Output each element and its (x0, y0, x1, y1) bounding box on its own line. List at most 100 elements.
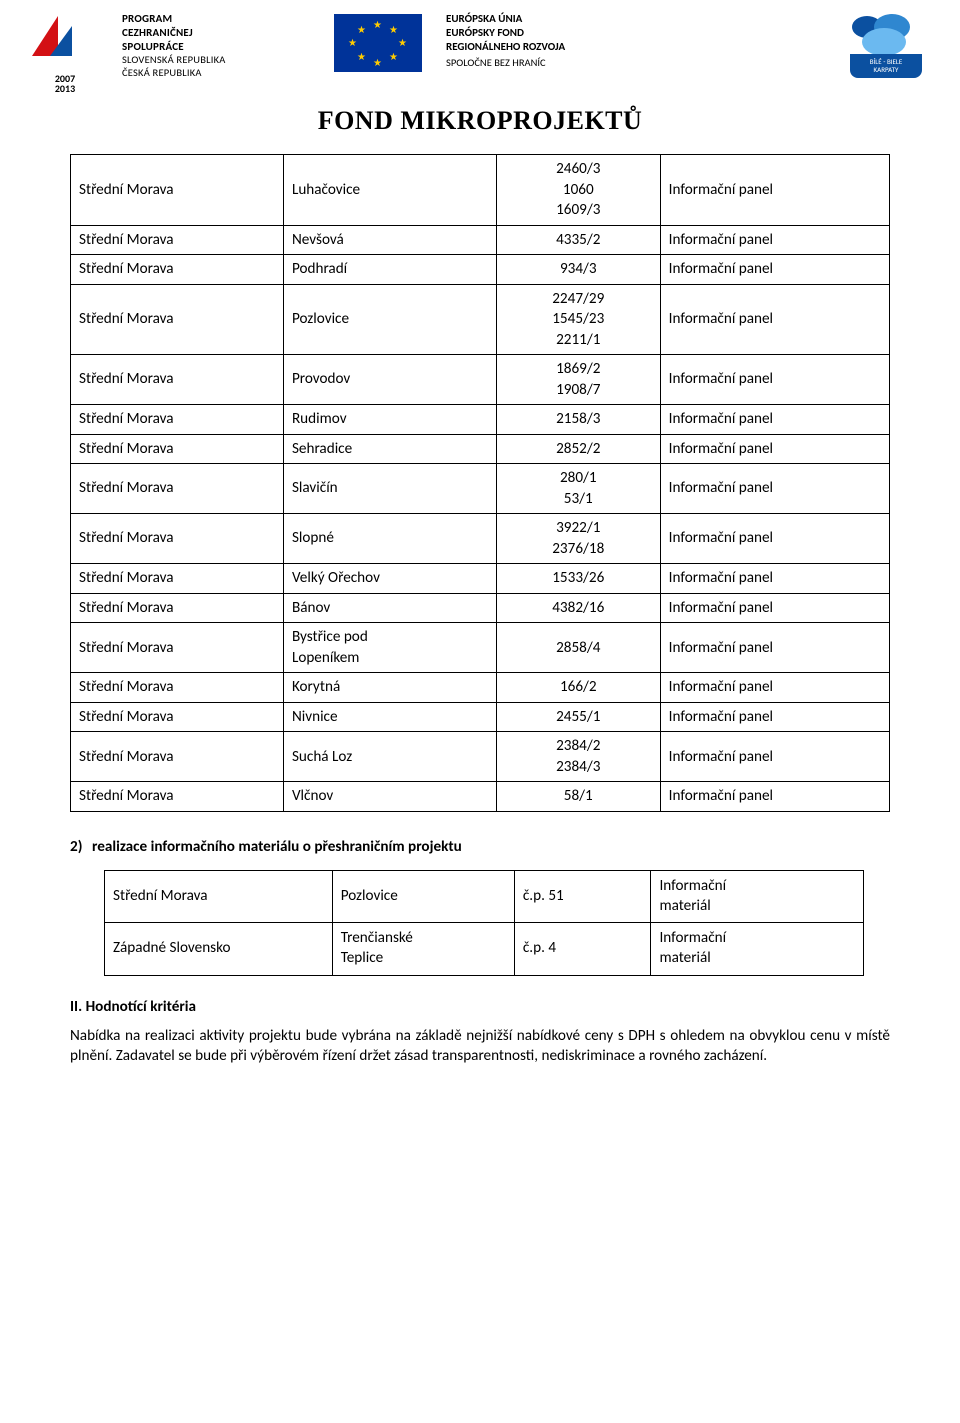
table-cell: Pozlovice (283, 284, 496, 355)
table-cell: Nevšová (283, 225, 496, 255)
table-cell: Střední Morava (71, 255, 284, 285)
table-cell: Bystřice pod Lopeníkem (283, 623, 496, 673)
program-line-1: PROGRAM (122, 12, 322, 26)
table-row: Střední MoravaSlavičín280/1 53/1Informač… (71, 464, 890, 514)
table-cell: 166/2 (496, 673, 660, 703)
karpaty-logo-icon: BÍLÉ - BIELE KARPATY (844, 12, 928, 88)
eu-line-3: REGIONÁLNEHO ROZVOJA (446, 40, 832, 54)
document-content: Střední MoravaLuhačovice2460/3 1060 1609… (0, 154, 960, 1107)
table-cell: Provodov (283, 355, 496, 405)
table-cell: Střední Morava (71, 673, 284, 703)
table-row: Střední MoravaNivnice2455/1Informační pa… (71, 702, 890, 732)
table-cell: 2460/3 1060 1609/3 (496, 155, 660, 226)
fond-title: FOND MIKROPROJEKTŮ (0, 106, 960, 136)
table-cell: Střední Morava (71, 702, 284, 732)
table-row: Střední MoravaKorytná166/2Informační pan… (71, 673, 890, 703)
criteria-paragraph: Nabídka na realizaci aktivity projektu b… (70, 1026, 890, 1067)
table-cell: Střední Morava (105, 870, 333, 923)
table-row: Střední MoravaBystřice pod Lopeníkem2858… (71, 623, 890, 673)
table-cell: Slavičín (283, 464, 496, 514)
table-cell: č.p. 51 (514, 870, 651, 923)
eu-text-block: EURÓPSKA ÚNIA EURÓPSKY FOND REGIONÁLNEHO… (446, 12, 832, 69)
table-cell: Informační panel (660, 702, 889, 732)
table-cell: Informační panel (660, 434, 889, 464)
table-row: Střední MoravaPozloviceč.p. 51Informační… (105, 870, 864, 923)
table-cell: 934/3 (496, 255, 660, 285)
table-row: Střední MoravaBánov4382/16Informační pan… (71, 593, 890, 623)
table-row: Střední MoravaVlčnov58/1Informační panel (71, 782, 890, 812)
program-text-block: PROGRAM CEZHRANIČNEJ SPOLUPRÁCE SLOVENSK… (122, 12, 322, 80)
table-cell: Střední Morava (71, 284, 284, 355)
table-cell: Střední Morava (71, 155, 284, 226)
table-cell: Sehradice (283, 434, 496, 464)
table-cell: 4382/16 (496, 593, 660, 623)
table-row: Střední MoravaProvodov1869/2 1908/7Infor… (71, 355, 890, 405)
program-years: 2007 2013 (55, 74, 75, 94)
table-cell: Informační panel (660, 405, 889, 435)
table-cell: Střední Morava (71, 593, 284, 623)
program-line-2: CEZHRANIČNEJ (122, 26, 322, 40)
table-cell: Střední Morava (71, 355, 284, 405)
table-cell: 2247/29 1545/23 2211/1 (496, 284, 660, 355)
table-row: Střední MoravaPozlovice2247/29 1545/23 2… (71, 284, 890, 355)
year-end: 2013 (55, 84, 75, 94)
table-row: Střední MoravaSehradice2852/2Informační … (71, 434, 890, 464)
program-triangle-logo (26, 12, 104, 72)
table-cell: Informační panel (660, 732, 889, 782)
eu-flag-block: ★ ★ ★ ★ ★ ★ ★ ★ (334, 12, 434, 72)
table-cell: 2384/2 2384/3 (496, 732, 660, 782)
table-cell: Informační panel (660, 355, 889, 405)
table-cell: 2858/4 (496, 623, 660, 673)
table-cell: č.p. 4 (514, 923, 651, 976)
table-cell: Informační panel (660, 593, 889, 623)
table-row: Střední MoravaSlopné3922/1 2376/18Inform… (71, 514, 890, 564)
table-cell: Informační panel (660, 782, 889, 812)
table-cell: Informační panel (660, 673, 889, 703)
table-cell: 2158/3 (496, 405, 660, 435)
section-2-text: realizace informačního materiálu o přesh… (92, 838, 462, 856)
table-cell: Informační materiál (651, 870, 864, 923)
table-row: Západné SlovenskoTrenčianské Tepliceč.p.… (105, 923, 864, 976)
eu-line-1: EURÓPSKA ÚNIA (446, 12, 832, 26)
table-cell: 2455/1 (496, 702, 660, 732)
table-cell: Střední Morava (71, 564, 284, 594)
table-cell: 1869/2 1908/7 (496, 355, 660, 405)
table-cell: 2852/2 (496, 434, 660, 464)
karpaty-logo-block: BÍLÉ - BIELE KARPATY (844, 12, 940, 88)
table-cell: Vlčnov (283, 782, 496, 812)
table-row: Střední MoravaNevšová4335/2Informační pa… (71, 225, 890, 255)
table-cell: Střední Morava (71, 514, 284, 564)
table-cell: Informační panel (660, 464, 889, 514)
document-header: 2007 2013 PROGRAM CEZHRANIČNEJ SPOLUPRÁC… (0, 0, 960, 100)
table-row: Střední MoravaVelký Ořechov1533/26Inform… (71, 564, 890, 594)
table-cell: Podhradí (283, 255, 496, 285)
table-cell: Informační panel (660, 255, 889, 285)
table-cell: Suchá Loz (283, 732, 496, 782)
program-line-3: SPOLUPRÁCE (122, 40, 322, 54)
table-cell: Bánov (283, 593, 496, 623)
table-cell: Pozlovice (332, 870, 514, 923)
table-cell: Střední Morava (71, 405, 284, 435)
table-cell: Střední Morava (71, 782, 284, 812)
eu-flag-icon: ★ ★ ★ ★ ★ ★ ★ ★ (334, 14, 422, 72)
table-cell: Střední Morava (71, 623, 284, 673)
eu-line-2: EURÓPSKY FOND (446, 26, 832, 40)
program-logo-block: 2007 2013 (20, 12, 110, 94)
material-table: Střední MoravaPozloviceč.p. 51Informační… (104, 870, 864, 976)
table-cell: Trenčianské Teplice (332, 923, 514, 976)
table-cell: Střední Morava (71, 225, 284, 255)
table-row: Střední MoravaSuchá Loz2384/2 2384/3Info… (71, 732, 890, 782)
eu-sub: SPOLOČNE BEZ HRANÍC (446, 56, 832, 69)
table-cell: Slopné (283, 514, 496, 564)
main-data-table: Střední MoravaLuhačovice2460/3 1060 1609… (70, 154, 890, 812)
program-sub-1: SLOVENSKÁ REPUBLIKA (122, 53, 322, 66)
table-cell: 1533/26 (496, 564, 660, 594)
table-cell: Informační panel (660, 564, 889, 594)
table-cell: Střední Morava (71, 464, 284, 514)
table-cell: Informační panel (660, 514, 889, 564)
program-sub-2: ČESKÁ REPUBLIKA (122, 66, 322, 79)
karpaty-line-2: KARPATY (874, 65, 899, 74)
table-cell: Luhačovice (283, 155, 496, 226)
criteria-heading: II. Hodnotící kritéria (70, 998, 890, 1016)
section-2-number: 2) (70, 838, 92, 856)
